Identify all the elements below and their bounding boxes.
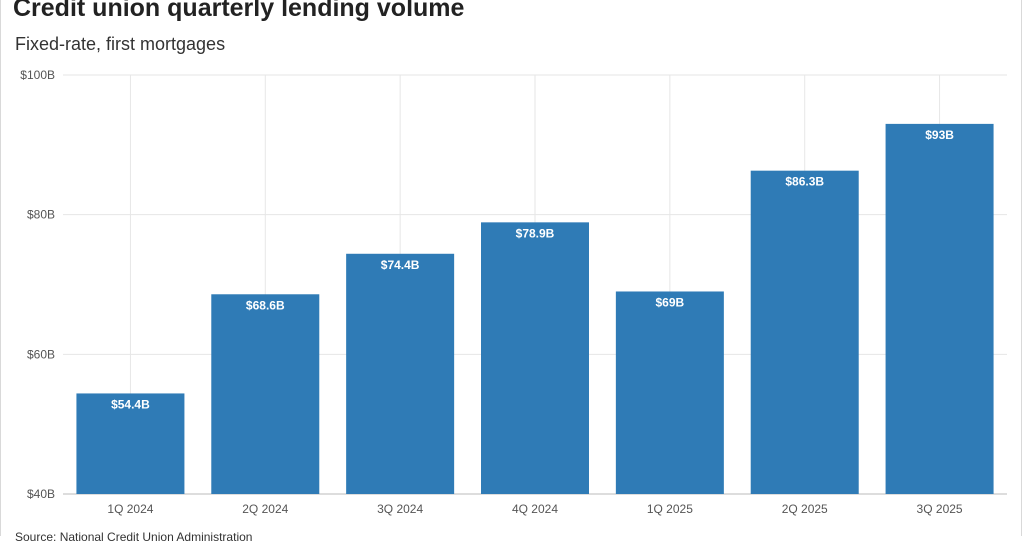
bar <box>346 253 455 494</box>
y-axis: $40B $60B $80B $100B <box>20 68 55 501</box>
bar <box>481 222 589 494</box>
x-axis: 1Q 2024 2Q 2024 3Q 2024 4Q 2024 1Q 2025 2Q 20… <box>107 502 963 516</box>
bar-value-label: $86.3B <box>785 175 824 189</box>
bar <box>76 393 185 494</box>
chart-title: Credit union quarterly lending volume <box>13 0 465 22</box>
bars: $54.4B $68.6B $74.4B $78.9B $69B $86.3B $93B <box>76 123 994 494</box>
bar <box>885 123 994 494</box>
bar-value-label: $69B <box>656 295 685 309</box>
bar <box>211 294 320 494</box>
bar-value-label: $74.4B <box>381 258 420 272</box>
x-tick-label: 4Q 2024 <box>512 502 558 516</box>
chart-source: Source: National Credit Union Administra… <box>15 530 253 544</box>
bar <box>750 170 859 494</box>
x-tick-label: 3Q 2025 <box>917 502 963 516</box>
y-tick-label: $100B <box>20 68 55 82</box>
x-tick-label: 3Q 2024 <box>377 502 423 516</box>
bar <box>615 291 724 494</box>
x-tick-label: 2Q 2024 <box>242 502 288 516</box>
y-tick-label: $80B <box>27 208 55 222</box>
bar-value-label: $54.4B <box>111 397 150 411</box>
bar-chart: $40B $60B $80B $100B $54.4B $68.6B $74.4B $78.… <box>20 68 1007 516</box>
bar-value-label: $93B <box>925 128 954 142</box>
bar-value-label: $68.6B <box>246 298 285 312</box>
x-tick-label: 1Q 2025 <box>647 502 693 516</box>
bar-value-label: $78.9B <box>516 226 555 240</box>
x-tick-label: 1Q 2024 <box>107 502 153 516</box>
x-tick-label: 2Q 2025 <box>782 502 828 516</box>
chart-subtitle: Fixed-rate, first mortgages <box>15 34 226 54</box>
y-tick-label: $60B <box>27 347 55 361</box>
y-tick-label: $40B <box>27 487 55 501</box>
